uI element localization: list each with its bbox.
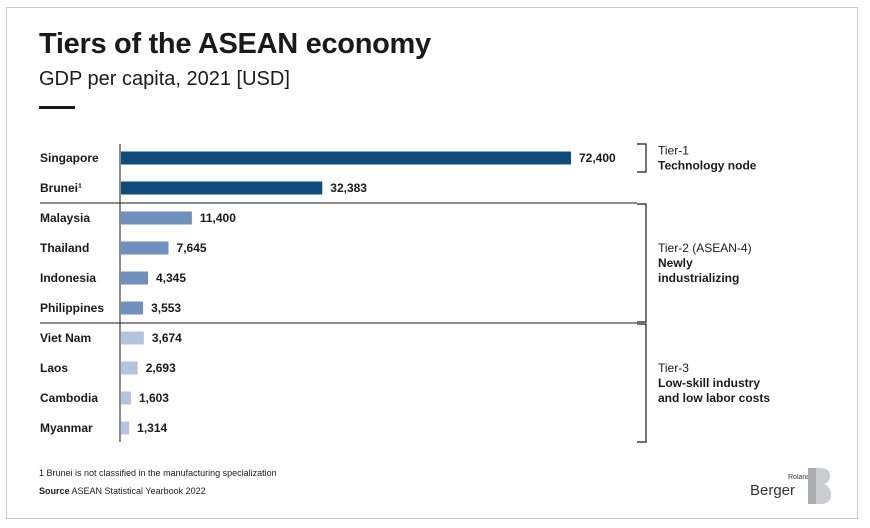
bar-thailand — [121, 241, 169, 255]
value-label: 7,645 — [177, 241, 207, 255]
category-label: Myanmar — [40, 421, 93, 435]
category-label: Viet Nam — [40, 331, 91, 345]
value-label: 72,400 — [579, 151, 616, 165]
chart-title: Tiers of the ASEAN economy — [39, 28, 431, 60]
tier-description-label: industrializing — [658, 271, 739, 285]
value-label: 11,400 — [200, 211, 236, 225]
chart-frame — [6, 7, 858, 519]
bars-layer: Singapore 72,400 Brunei¹ 32,383 Malaysia 11,4… — [40, 144, 616, 442]
value-label: 32,383 — [330, 181, 367, 195]
source-label: Source — [39, 486, 70, 496]
bar-malaysia — [121, 211, 192, 225]
bar-viet-nam — [121, 331, 144, 345]
category-label: Laos — [40, 361, 68, 375]
bar-singapore — [121, 151, 571, 165]
chart-subtitle: GDP per capita, 2021 [USD] — [39, 68, 290, 90]
value-label: 1,314 — [137, 421, 167, 435]
source-text: ASEAN Statistical Yearbook 2022 — [71, 486, 206, 496]
category-label: Malaysia — [40, 211, 90, 225]
tier-bracket — [637, 143, 647, 173]
category-label: Cambodia — [40, 391, 98, 405]
value-label: 1,603 — [139, 391, 169, 405]
value-label: 4,345 — [156, 271, 186, 285]
tier-name-label: Tier-3 — [658, 361, 689, 375]
bar-indonesia — [121, 271, 149, 285]
logo-large-text: Berger — [750, 482, 796, 499]
title-accent-line — [39, 106, 75, 109]
bar-myanmar — [121, 421, 130, 435]
logo-b-mark-icon — [808, 468, 831, 504]
value-label: 2,693 — [146, 361, 176, 375]
category-label: Indonesia — [40, 271, 96, 285]
tier-bracket — [637, 323, 647, 443]
bar-cambodia — [121, 391, 131, 405]
bar-brunei — [121, 181, 323, 195]
bar-philippines — [121, 301, 144, 315]
bar-laos — [121, 361, 138, 375]
category-label: Brunei¹ — [40, 181, 82, 195]
category-label: Philippines — [40, 301, 104, 315]
tier-description-label: Low-skill industry — [658, 376, 760, 390]
tier-description-label: and low labor costs — [658, 391, 770, 405]
value-label: 3,553 — [151, 301, 181, 315]
tier-name-label: Tier-2 (ASEAN-4) — [658, 241, 752, 255]
tier-description-label: Newly — [658, 256, 693, 270]
value-label: 3,674 — [152, 331, 182, 345]
roland-berger-logo: Roland Berger — [748, 466, 836, 508]
tier-description-label: Technology node — [658, 159, 757, 173]
footnote: 1 Brunei is not classified in the manufa… — [39, 468, 277, 478]
category-label: Singapore — [40, 151, 99, 165]
category-label: Thailand — [40, 241, 89, 255]
tier-bracket — [637, 203, 647, 323]
tier-name-label: Tier-1 — [658, 144, 689, 158]
logo-small-text: Roland — [788, 474, 811, 481]
source-note: Source ASEAN Statistical Yearbook 2022 — [39, 486, 206, 496]
